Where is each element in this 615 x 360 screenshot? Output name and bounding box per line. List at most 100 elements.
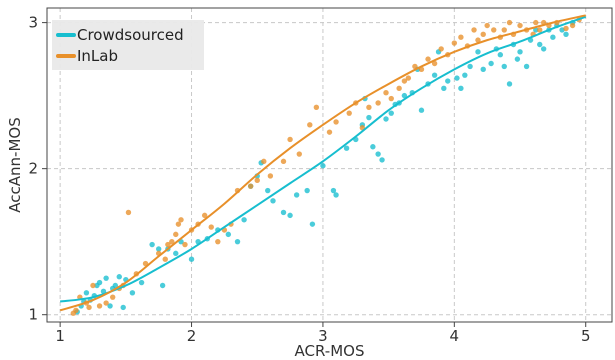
data-point-inlab: [563, 25, 569, 32]
data-point-crowdsourced: [497, 52, 504, 58]
data-point-crowdsourced: [265, 187, 271, 194]
data-point-inlab: [480, 31, 486, 37]
data-point-inlab: [405, 75, 412, 81]
data-point-inlab: [261, 158, 267, 165]
data-point-crowdsourced: [467, 63, 473, 70]
data-point-inlab: [173, 231, 179, 238]
data-point-crowdsourced: [550, 34, 556, 40]
data-point-inlab: [451, 40, 458, 46]
data-point-crowdsourced: [540, 46, 547, 52]
data-point-crowdsourced: [188, 256, 195, 262]
data-point-inlab: [73, 307, 79, 314]
data-point-crowdsourced: [514, 56, 521, 62]
data-point-inlab: [537, 27, 543, 33]
data-point-inlab: [458, 34, 464, 40]
legend-label-crowdsourced[interactable]: Crowdsourced: [77, 26, 184, 44]
data-point-inlab: [178, 217, 184, 223]
data-point-inlab: [484, 22, 490, 29]
data-point-inlab: [438, 46, 444, 52]
data-point-inlab: [375, 100, 381, 106]
data-point-crowdsourced: [234, 238, 241, 245]
data-point-inlab: [517, 22, 523, 29]
y-tick-label: 2: [28, 160, 38, 178]
x-tick-label: 3: [318, 327, 328, 345]
fit-line-crowdsourced: [60, 15, 587, 303]
legend-label-inlab[interactable]: InLab: [77, 47, 118, 65]
data-point-inlab: [569, 22, 576, 29]
data-point-crowdsourced: [112, 282, 119, 289]
data-point-crowdsourced: [379, 157, 385, 163]
x-tick-label: 1: [55, 327, 65, 345]
data-point-inlab: [501, 27, 507, 33]
x-tick-label: 5: [581, 327, 591, 345]
fit-curves: [59, 14, 587, 312]
data-point-inlab: [86, 304, 92, 311]
data-point-crowdsourced: [488, 60, 494, 67]
data-point-inlab: [247, 183, 254, 189]
data-point-inlab: [254, 177, 260, 184]
data-point-inlab: [96, 303, 103, 309]
data-point-crowdsourced: [533, 27, 539, 33]
data-point-inlab: [169, 238, 175, 245]
data-point-inlab: [471, 27, 477, 33]
data-point-crowdsourced: [129, 290, 136, 296]
x-tick-label: 2: [187, 327, 197, 345]
data-point-crowdsourced: [454, 75, 460, 81]
data-point-crowdsourced: [96, 279, 103, 286]
data-point-inlab: [346, 110, 352, 116]
data-point-inlab: [201, 212, 208, 219]
data-point-crowdsourced: [138, 279, 145, 286]
data-point-inlab: [491, 27, 497, 33]
data-point-inlab: [267, 173, 274, 179]
data-point-crowdsourced: [388, 110, 394, 116]
data-point-crowdsourced: [173, 250, 179, 257]
data-point-crowdsourced: [401, 92, 408, 99]
legend[interactable]: Crowdsourced InLab: [52, 20, 204, 70]
data-point-crowdsourced: [537, 41, 543, 48]
data-point-inlab: [103, 300, 109, 306]
data-point-crowdsourced: [270, 198, 276, 204]
data-point-inlab: [366, 104, 372, 111]
data-point-inlab: [125, 209, 132, 216]
x-axis-title: ACR-MOS: [295, 342, 365, 360]
data-point-crowdsourced: [563, 31, 569, 37]
data-point-inlab: [182, 241, 188, 248]
data-point-inlab: [215, 238, 221, 245]
data-point-crowdsourced: [462, 72, 468, 78]
data-point-inlab: [383, 90, 389, 96]
data-point-crowdsourced: [304, 187, 310, 194]
data-point-crowdsourced: [506, 81, 513, 87]
fit-line-inlab: [59, 14, 586, 312]
data-point-crowdsourced: [330, 187, 337, 194]
data-point-crowdsourced: [159, 282, 166, 289]
data-point-crowdsourced: [149, 241, 155, 248]
data-point-inlab: [165, 241, 171, 248]
data-point-crowdsourced: [343, 145, 350, 151]
y-tick-label: 1: [28, 306, 38, 324]
data-point-inlab: [287, 136, 293, 143]
data-point-inlab: [475, 37, 481, 43]
data-points: [70, 16, 582, 316]
data-point-inlab: [296, 151, 302, 157]
data-point-inlab: [506, 19, 513, 26]
data-point-inlab: [162, 256, 168, 262]
data-point-inlab: [208, 224, 214, 230]
data-point-crowdsourced: [287, 212, 293, 219]
data-point-crowdsourced: [523, 63, 530, 70]
data-point-crowdsourced: [375, 151, 381, 157]
data-point-crowdsourced: [383, 116, 389, 122]
data-point-crowdsourced: [116, 274, 122, 280]
data-point-inlab: [313, 104, 320, 111]
x-tick-label: 4: [450, 327, 460, 345]
data-point-inlab: [431, 60, 438, 67]
data-point-crowdsourced: [366, 114, 372, 121]
data-point-inlab: [412, 63, 418, 70]
data-point-inlab: [109, 294, 116, 300]
data-point-crowdsourced: [333, 192, 339, 198]
y-tick-label: 3: [28, 14, 38, 32]
y-axis-title: AccAnn-MOS: [6, 117, 24, 212]
data-point-crowdsourced: [370, 144, 376, 150]
data-point-inlab: [333, 119, 339, 125]
legend-box: [52, 20, 204, 70]
